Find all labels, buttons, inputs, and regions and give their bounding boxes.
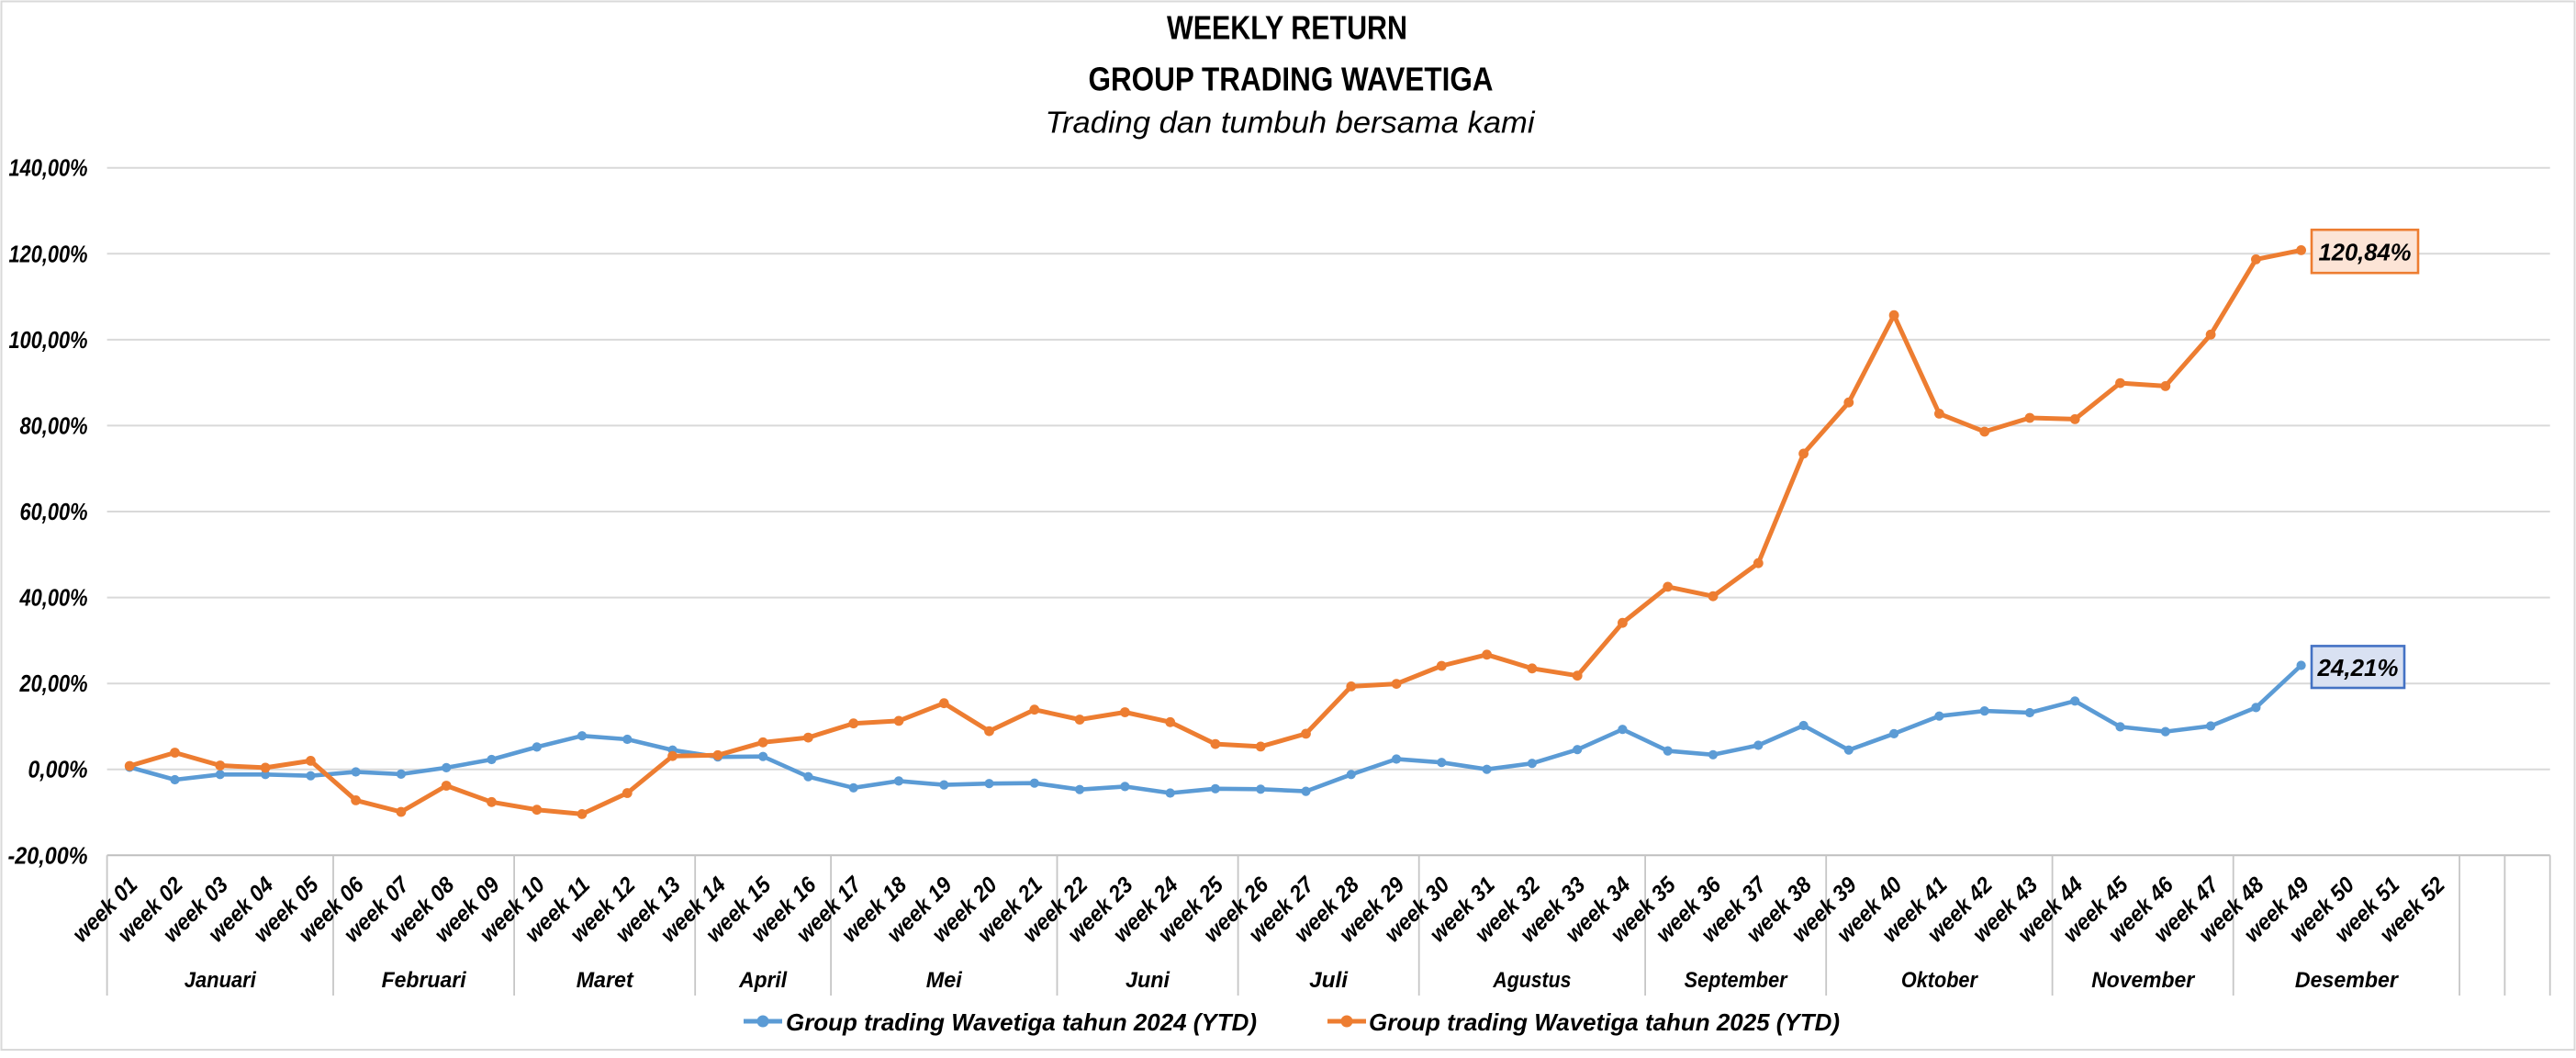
svg-text:Juni: Juni: [1126, 968, 1170, 993]
svg-text:140,00%: 140,00%: [9, 156, 88, 182]
svg-text:0,00%: 0,00%: [28, 758, 88, 783]
svg-text:Group trading Wavetiga tahun 2: Group trading Wavetiga tahun 2025 (YTD): [1369, 1008, 1840, 1036]
svg-text:20,00%: 20,00%: [19, 671, 88, 697]
svg-text:60,00%: 60,00%: [20, 500, 88, 525]
svg-text:GROUP TRADING WAVETIGA: GROUP TRADING WAVETIGA: [1089, 61, 1494, 98]
svg-text:Group trading Wavetiga tahun 2: Group trading Wavetiga tahun 2024 (YTD): [786, 1008, 1257, 1036]
svg-text:100,00%: 100,00%: [9, 328, 88, 354]
svg-text:120,00%: 120,00%: [9, 242, 88, 267]
svg-text:40,00%: 40,00%: [19, 586, 88, 612]
svg-text:Februari: Februari: [382, 968, 467, 993]
svg-text:Agustus: Agustus: [1493, 968, 1572, 993]
svg-text:September: September: [1685, 968, 1788, 993]
svg-text:November: November: [2091, 968, 2195, 993]
svg-text:80,00%: 80,00%: [20, 413, 88, 439]
svg-text:WEEKLY RETURN: WEEKLY RETURN: [1167, 9, 1407, 47]
svg-text:120,84%: 120,84%: [2319, 239, 2412, 266]
svg-text:April: April: [738, 968, 788, 993]
svg-text:Januari: Januari: [185, 968, 257, 993]
svg-text:Mei: Mei: [926, 968, 963, 993]
svg-text:Oktober: Oktober: [1901, 968, 1978, 993]
svg-text:24,21%: 24,21%: [2317, 654, 2399, 681]
svg-text:Juli: Juli: [1309, 968, 1349, 993]
svg-text:Maret: Maret: [577, 968, 634, 993]
svg-text:Trading dan tumbuh bersama kam: Trading dan tumbuh bersama kami: [1046, 106, 1537, 140]
svg-text:-20,00%: -20,00%: [8, 843, 88, 869]
svg-text:Desember: Desember: [2295, 968, 2399, 993]
